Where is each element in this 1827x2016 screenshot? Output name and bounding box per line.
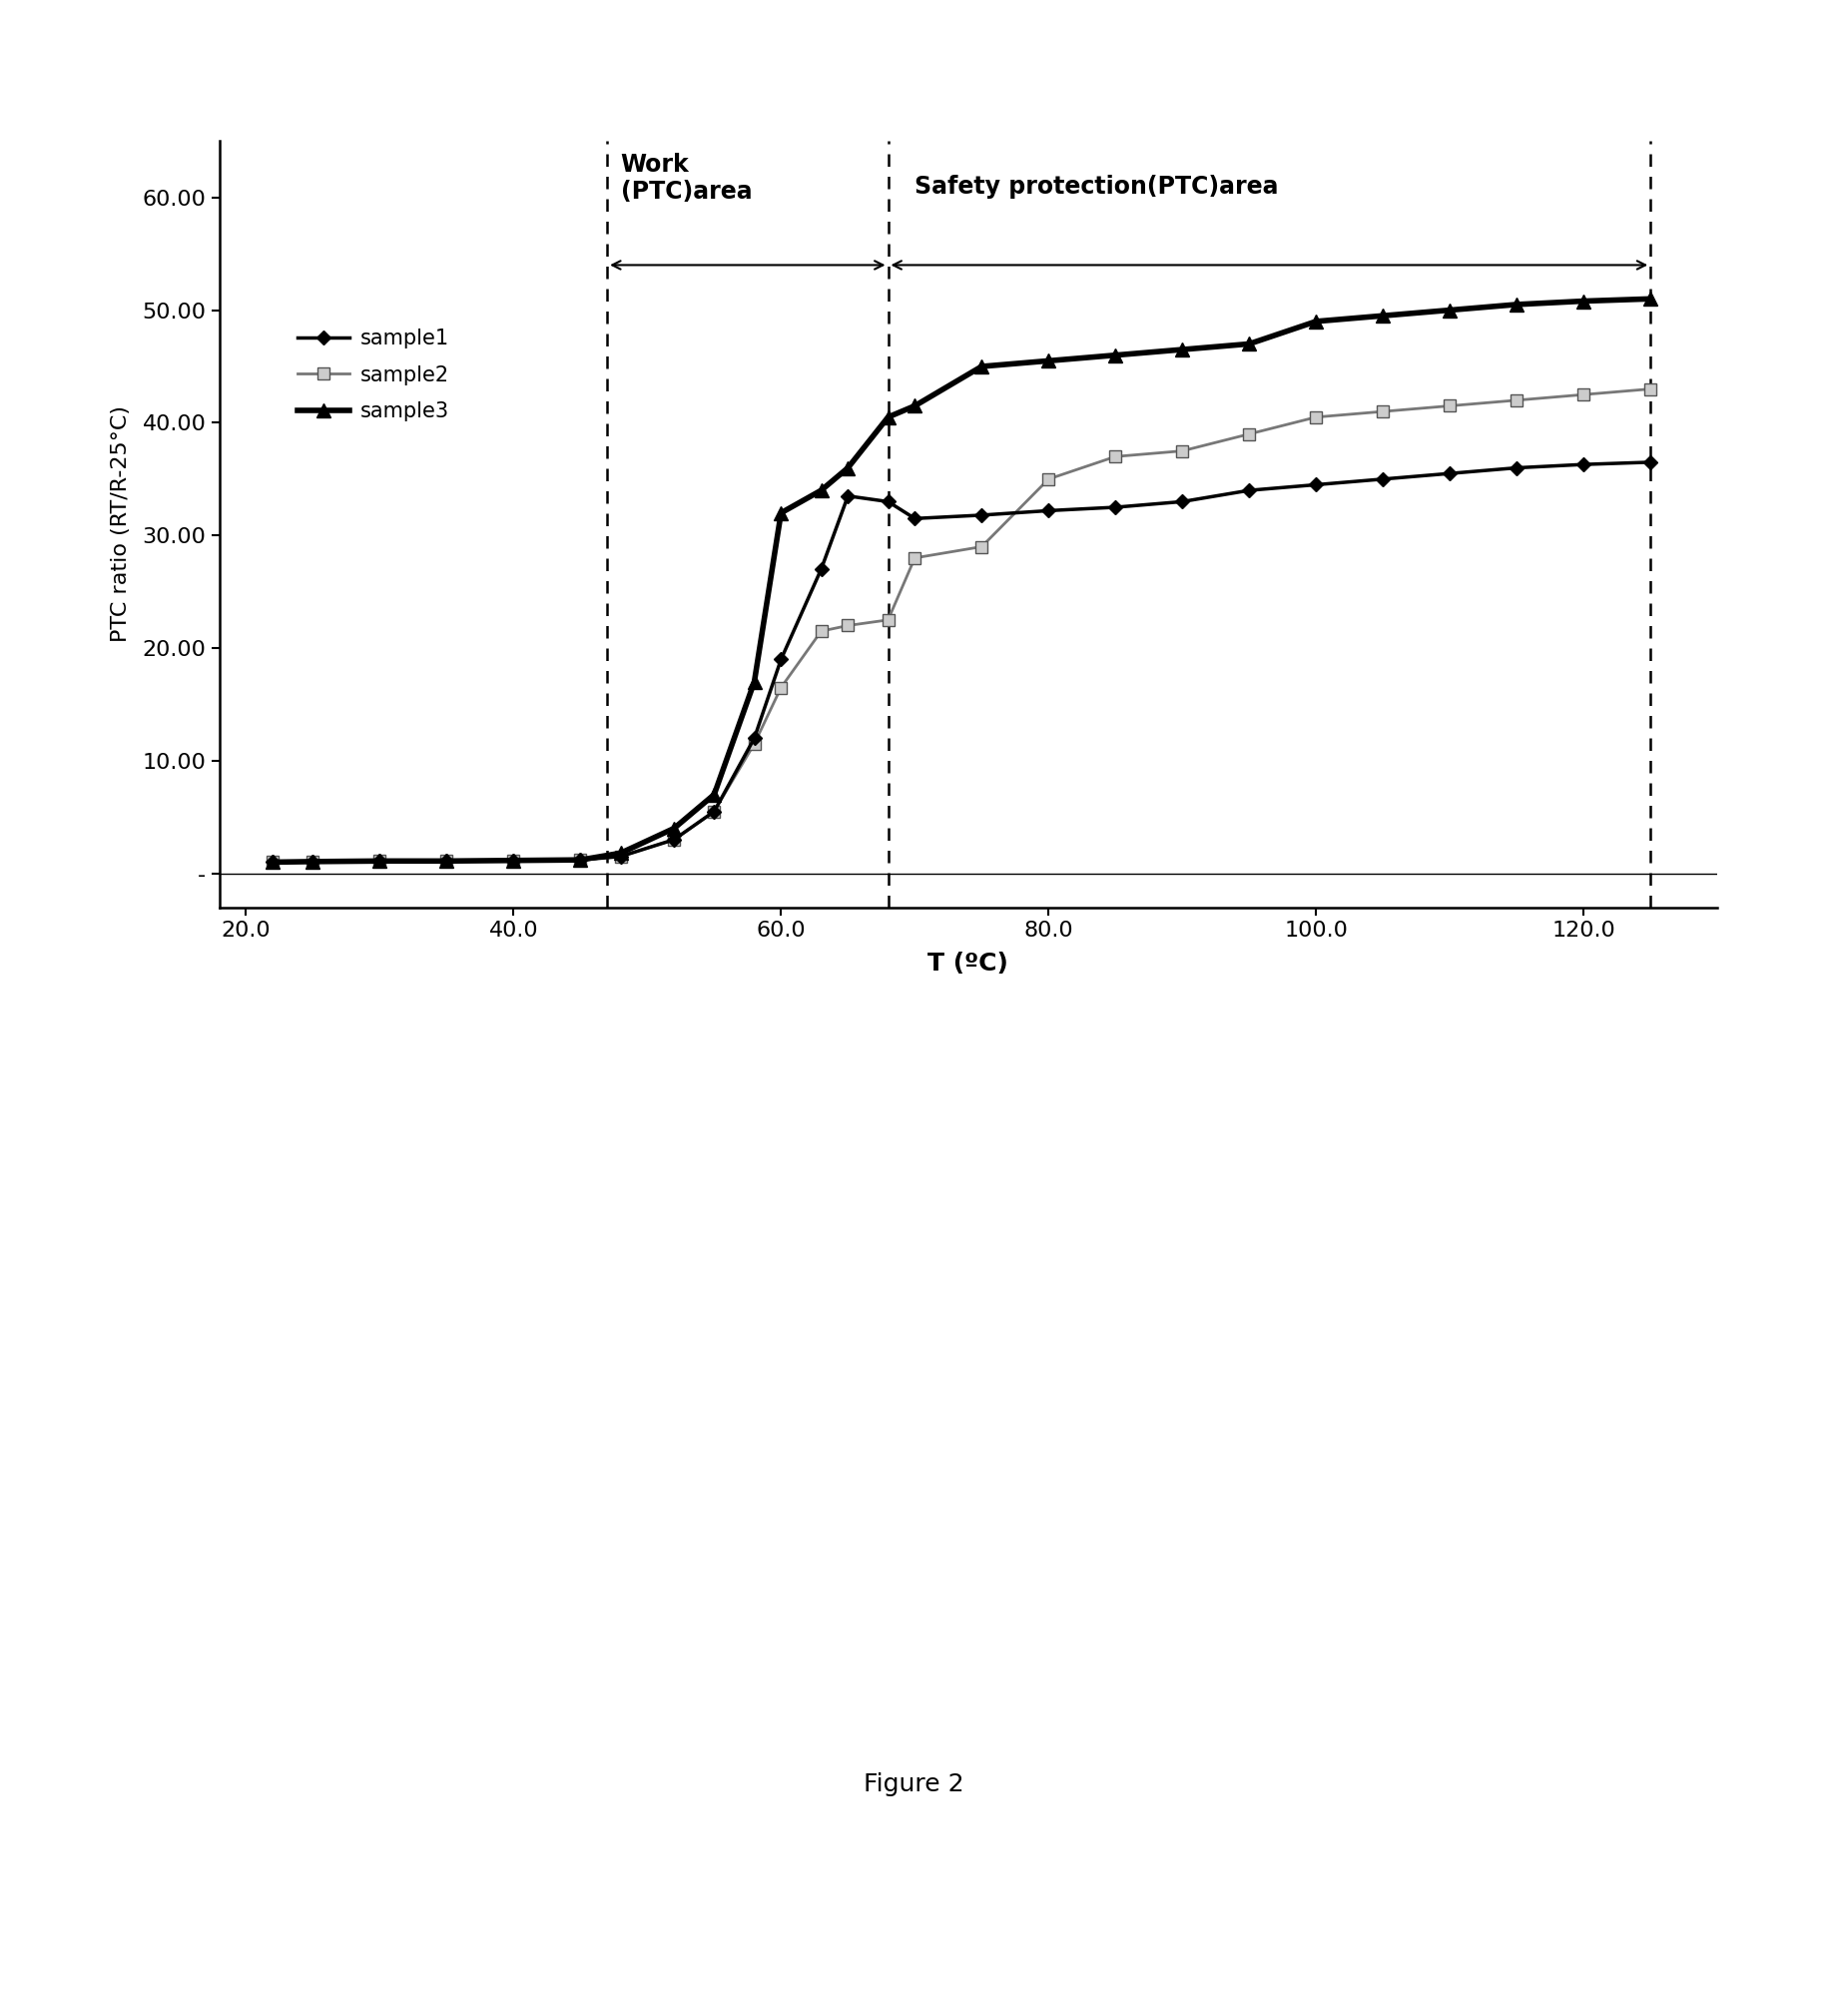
sample2 <box>1573 383 1595 407</box>
sample1 <box>1372 468 1394 492</box>
sample1 <box>904 506 926 530</box>
sample2 <box>1505 389 1527 413</box>
sample2 <box>502 849 524 873</box>
sample3 <box>663 816 685 841</box>
sample3 <box>1372 304 1394 329</box>
sample1 <box>769 647 791 671</box>
sample3 <box>1304 308 1326 333</box>
sample1 <box>703 798 725 823</box>
sample2 <box>1038 468 1060 492</box>
sample3 <box>769 500 791 524</box>
sample2 <box>610 845 632 869</box>
sample1 <box>1505 456 1527 480</box>
sample3 <box>610 841 632 865</box>
sample1 <box>744 726 766 750</box>
sample1 <box>1239 478 1261 502</box>
sample1 <box>1105 496 1127 520</box>
sample1 <box>1573 452 1595 476</box>
sample3 <box>809 478 831 502</box>
sample1 <box>261 851 283 875</box>
sample2 <box>435 849 457 873</box>
sample3 <box>1171 337 1193 361</box>
sample1 <box>610 845 632 869</box>
sample3 <box>837 456 859 480</box>
sample2 <box>1639 377 1661 401</box>
sample3 <box>877 405 899 429</box>
sample3 <box>1573 288 1595 312</box>
sample1 <box>435 849 457 873</box>
sample3 <box>1639 286 1661 310</box>
sample3 <box>1505 292 1527 317</box>
sample1 <box>837 484 859 508</box>
sample2 <box>1171 439 1193 464</box>
Legend: sample1, sample2, sample3: sample1, sample2, sample3 <box>289 321 457 429</box>
sample1 <box>570 849 592 873</box>
sample1 <box>1304 472 1326 496</box>
sample3 <box>744 669 766 694</box>
Text: Figure 2: Figure 2 <box>864 1772 963 1796</box>
sample1 <box>877 490 899 514</box>
sample2 <box>1372 399 1394 423</box>
sample3 <box>261 851 283 875</box>
sample1 <box>1171 490 1193 514</box>
sample2 <box>1239 421 1261 446</box>
sample1 <box>1440 462 1462 486</box>
sample1 <box>970 504 992 528</box>
sample2 <box>769 675 791 700</box>
sample1 <box>502 849 524 873</box>
sample2 <box>1440 393 1462 417</box>
sample2 <box>663 827 685 851</box>
sample3 <box>970 355 992 379</box>
sample3 <box>301 849 323 873</box>
Line: sample1: sample1 <box>269 458 1655 867</box>
sample1 <box>809 556 831 581</box>
sample3 <box>1239 333 1261 357</box>
sample3 <box>904 393 926 417</box>
sample2 <box>570 849 592 873</box>
sample3 <box>1038 349 1060 373</box>
sample3 <box>570 849 592 873</box>
sample2 <box>703 798 725 823</box>
Text: Safety protection(PTC)area: Safety protection(PTC)area <box>915 175 1279 200</box>
Text: Work
(PTC)area: Work (PTC)area <box>621 153 753 204</box>
sample2 <box>301 849 323 873</box>
sample3 <box>369 849 391 873</box>
sample2 <box>744 732 766 756</box>
sample3 <box>502 849 524 873</box>
Line: sample2: sample2 <box>267 383 1657 869</box>
sample3 <box>1105 343 1127 367</box>
sample2 <box>877 607 899 631</box>
sample3 <box>703 782 725 806</box>
sample2 <box>1304 405 1326 429</box>
Y-axis label: PTC ratio (RT/R-25°C): PTC ratio (RT/R-25°C) <box>111 405 132 643</box>
sample1 <box>369 849 391 873</box>
sample2 <box>904 546 926 571</box>
sample2 <box>970 534 992 558</box>
sample2 <box>809 619 831 643</box>
Line: sample3: sample3 <box>265 292 1657 869</box>
sample1 <box>1639 450 1661 474</box>
sample2 <box>369 849 391 873</box>
sample2 <box>837 613 859 637</box>
sample1 <box>1038 498 1060 522</box>
sample1 <box>301 849 323 873</box>
sample1 <box>663 827 685 851</box>
sample3 <box>1440 298 1462 323</box>
X-axis label: T (ºC): T (ºC) <box>928 952 1009 976</box>
sample3 <box>435 849 457 873</box>
sample2 <box>261 851 283 875</box>
sample2 <box>1105 444 1127 468</box>
